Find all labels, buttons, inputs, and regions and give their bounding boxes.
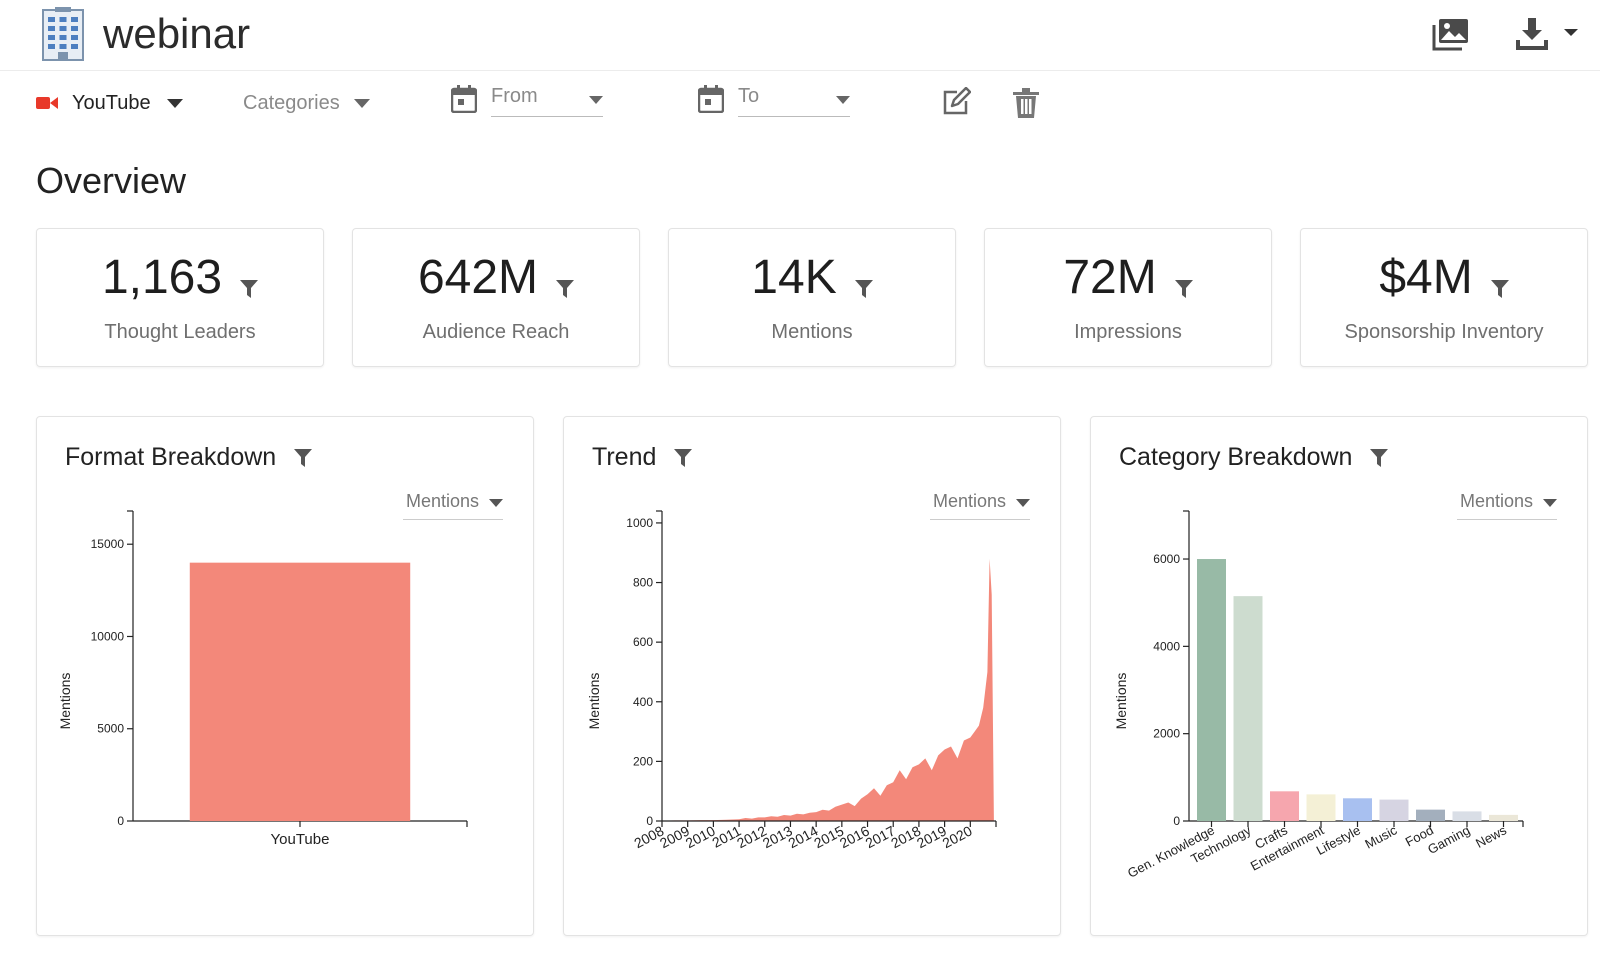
kpi-card-audience-reach: 642M Audience Reach — [352, 228, 640, 367]
categories-placeholder: Categories — [243, 91, 340, 114]
bar — [1416, 809, 1445, 821]
from-date-placeholder: From — [491, 85, 538, 107]
to-date-input[interactable]: To — [738, 83, 850, 117]
metric-dropdown[interactable]: Mentions — [930, 491, 1030, 520]
kpi-value: 14K — [751, 251, 837, 304]
y-tick-label: 4000 — [1153, 639, 1180, 653]
filter-icon[interactable] — [1370, 448, 1389, 468]
video-camera-icon — [36, 97, 58, 109]
app-title: webinar — [103, 10, 251, 57]
panel-title: Trend — [592, 443, 657, 471]
bar — [1343, 798, 1372, 821]
panel-title: Format Breakdown — [65, 443, 277, 471]
from-date-input[interactable]: From — [491, 83, 603, 117]
bar — [1379, 799, 1409, 821]
y-tick-label: 5000 — [97, 722, 124, 736]
download-icon[interactable] — [1515, 16, 1581, 52]
chevron-down-icon — [836, 96, 850, 104]
x-tick-label: Music — [1362, 822, 1399, 851]
chevron-down-icon — [589, 96, 603, 104]
filter-icon[interactable] — [556, 279, 575, 299]
y-tick-label: 0 — [646, 814, 653, 828]
chevron-down-icon — [166, 98, 183, 108]
x-tick-label: YouTube — [271, 831, 330, 848]
kpi-value: 72M — [1063, 251, 1157, 304]
y-tick-label: 800 — [633, 576, 653, 590]
kpi-label: Mentions — [771, 321, 853, 343]
y-tick-label: 15000 — [91, 537, 125, 551]
kpi-label: Sponsorship Inventory — [1344, 321, 1544, 343]
platform-label: YouTube — [72, 91, 151, 114]
overview-title: Overview — [36, 160, 187, 201]
trend-panel: Trend Mentions 0 200 400 600 800 1000 Mentions… — [563, 416, 1061, 936]
metric-dropdown[interactable]: Mentions — [1457, 491, 1557, 520]
trash-icon[interactable] — [1013, 88, 1039, 118]
bar — [1270, 791, 1299, 821]
platform-dropdown[interactable]: YouTube — [36, 89, 183, 117]
filter-icon[interactable] — [1490, 279, 1509, 299]
metric-label: Mentions — [406, 491, 480, 511]
edit-icon[interactable] — [941, 87, 971, 117]
y-tick-label: 10000 — [91, 629, 125, 643]
filter-icon[interactable] — [1174, 279, 1193, 299]
filter-bar: YouTube Categories From To — [0, 71, 1600, 131]
to-date-placeholder: To — [738, 85, 760, 107]
metric-label: Mentions — [933, 491, 1007, 511]
kpi-label: Audience Reach — [422, 321, 570, 343]
y-tick-label: 6000 — [1153, 552, 1180, 566]
chevron-down-icon — [489, 499, 503, 507]
categories-dropdown[interactable]: Categories — [243, 89, 370, 117]
bar — [189, 562, 411, 821]
bar — [1233, 596, 1263, 821]
x-tick-label: News — [1473, 822, 1509, 851]
filter-icon[interactable] — [854, 279, 873, 299]
bar — [1452, 811, 1482, 821]
chevron-down-icon — [1543, 499, 1557, 507]
bar — [1197, 559, 1226, 821]
trend-chart: 02004006008001000Mentions200820092010201… — [586, 510, 997, 851]
filter-icon[interactable] — [674, 448, 693, 468]
chevron-down-icon — [1564, 29, 1578, 36]
y-tick-label: 2000 — [1153, 727, 1180, 741]
calendar-icon[interactable] — [451, 85, 477, 113]
y-tick-label: 1000 — [626, 516, 653, 530]
kpi-card-mentions: 14K Mentions — [668, 228, 956, 367]
kpi-card-impressions: 72M Impressions — [984, 228, 1272, 367]
kpi-value: 1,163 — [101, 251, 223, 304]
y-tick-label: 600 — [633, 635, 653, 649]
kpi-card-sponsorship-inventory: $4M Sponsorship Inventory — [1300, 228, 1588, 367]
format-breakdown-panel: Format Breakdown Mentions 0 5000 10000 1500… — [36, 416, 534, 936]
kpi-value: 642M — [417, 251, 539, 304]
bar — [1306, 794, 1336, 821]
y-tick-label: 0 — [1173, 814, 1180, 828]
panel-title: Category Breakdown — [1119, 443, 1353, 471]
x-tick-label: Gaming — [1425, 822, 1472, 857]
filter-icon[interactable] — [294, 448, 313, 468]
chevron-down-icon — [1016, 499, 1030, 507]
filter-icon[interactable] — [240, 279, 259, 299]
y-axis-label: Mentions — [1113, 673, 1129, 730]
trend-area — [662, 558, 994, 821]
y-tick-label: 200 — [633, 754, 653, 768]
bar — [1489, 814, 1518, 821]
y-axis-label: Mentions — [57, 673, 73, 730]
kpi-label: Impressions — [1074, 321, 1182, 343]
y-tick-label: 400 — [633, 695, 653, 709]
metric-label: Mentions — [1460, 491, 1534, 511]
chevron-down-icon — [353, 98, 370, 108]
kpi-label: Thought Leaders — [104, 321, 256, 343]
y-axis-label: Mentions — [586, 673, 602, 730]
calendar-icon[interactable] — [698, 85, 724, 113]
metric-dropdown[interactable]: Mentions — [403, 491, 503, 520]
kpi-value: $4M — [1379, 251, 1473, 304]
category-breakdown-panel: Category Breakdown Mentions 0 2000 4000 600… — [1090, 416, 1588, 936]
image-gallery-icon[interactable] — [1432, 16, 1470, 52]
format-breakdown-chart: 0 5000 10000 15000 Mentions YouTube — [57, 510, 468, 848]
building-icon — [42, 7, 84, 61]
y-tick-label: 0 — [117, 814, 124, 828]
kpi-card-thought-leaders: 1,163 Thought Leaders — [36, 228, 324, 367]
top-bar: webinar — [0, 0, 1600, 71]
